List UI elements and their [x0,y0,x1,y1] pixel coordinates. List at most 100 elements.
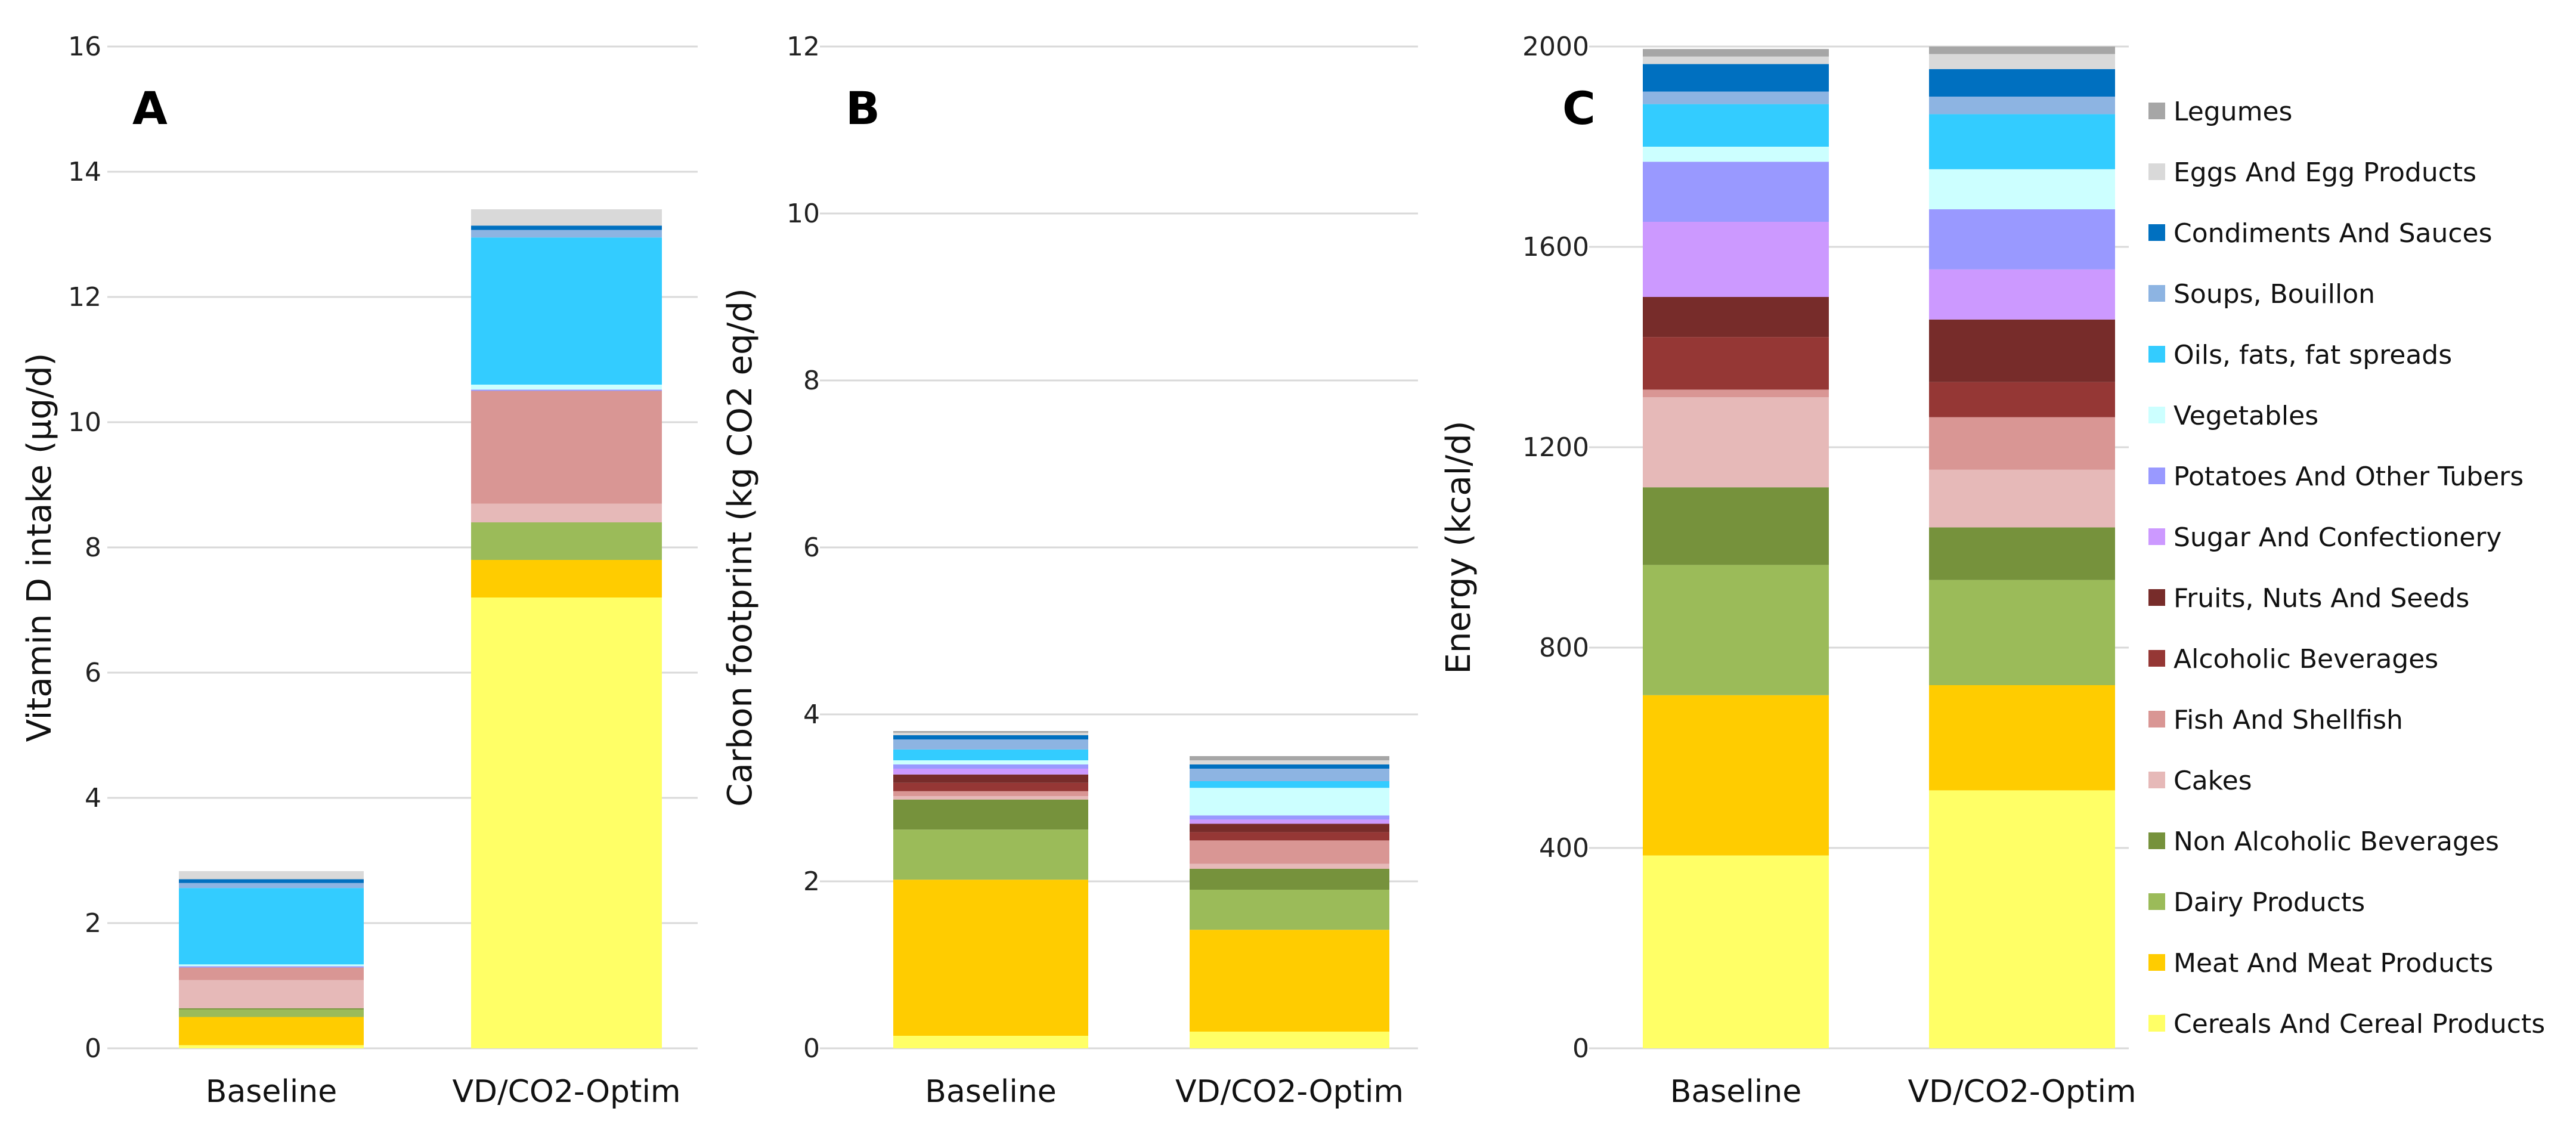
legend-swatch [2148,650,2165,667]
bar-segment-vegetables [471,385,662,390]
legend-label: Dairy Products [2174,887,2365,918]
panel-a: 0 2 4 6 8 10 12 14 16 Vitamin D intake (µg/d) A Bas… [20,32,698,1110]
bar-segment-legumes [893,731,1088,733]
legend-label: Soups, Bouillon [2174,279,2375,309]
bar-segment-cakes [1929,469,2115,528]
x-category-label: Baseline [925,1074,1056,1110]
bar-segment-oils-fats-fat-spreads [1929,114,2115,169]
bar-segment-meat-and-meat-products [1190,930,1389,1032]
bar-segment-soups-bouillon [179,883,364,888]
legend-item-potatoes-and-other-tubers: Potatoes And Other Tubers [2148,462,2524,492]
legend-item-sugar-and-confectionery: Sugar And Confectionery [2148,522,2501,553]
bar-segment-eggs-and-egg-products [1190,760,1389,764]
x-category-label: VD/CO2-Optim [1908,1074,2136,1110]
bar-segment-fruits-nuts-and-seeds [1929,319,2115,382]
y-tick-label: 400 [1539,833,1589,863]
bar-segment-eggs-and-egg-products [1929,54,2115,69]
legend-item-dairy-products: Dairy Products [2148,887,2365,918]
bar-segment-soups-bouillon [893,739,1088,750]
bar-segment-meat-and-meat-products [893,880,1088,1036]
bar-segment-non-alcoholic-beverages [1190,869,1389,890]
bar-segment-fish-and-shellfish [1643,389,1829,397]
panel-c: 0 400 800 1200 1600 2000 Energy (kcal/d) C Basel… [1439,32,2137,1110]
legend-label: Meat And Meat Products [2174,948,2493,979]
bar-segment-cereals-and-cereal-products [1190,1032,1389,1048]
bar-segment-condiments-and-sauces [1643,64,1829,92]
panels: 0 2 4 6 8 10 12 14 16 Vitamin D intake (µg/d) A Bas… [20,32,2137,1110]
bar-segment-fish-and-shellfish [1190,840,1389,864]
bar-segment-dairy-products [1929,580,2115,685]
bar-segment-sugar-and-confectionery [1929,269,2115,320]
bar-segment-eggs-and-egg-products [1643,56,1829,64]
bar-segment-cakes [1190,863,1389,869]
bar-segment-cereals-and-cereal-products [1643,855,1829,1048]
bar-segment-condiments-and-sauces [471,225,662,230]
bar-segment-cakes [893,796,1088,800]
legend-item-oils-fats-fat-spreads: Oils, fats, fat spreads [2148,340,2452,370]
y-tick-label: 8 [803,366,820,396]
legend-item-soups-bouillon: Soups, Bouillon [2148,279,2375,309]
legend-swatch [2148,528,2165,545]
legend-label: Cereals And Cereal Products [2174,1009,2545,1039]
legend-item-condiments-and-sauces: Condiments And Sauces [2148,218,2493,249]
y-tick-label: 6 [85,658,101,688]
bar-segment-dairy-products [1190,890,1389,930]
legend-label: Non Alcoholic Beverages [2174,826,2499,857]
legend-label: Condiments And Sauces [2174,218,2493,249]
y-tick-label: 2 [85,908,101,939]
legend-label: Eggs And Egg Products [2174,157,2476,188]
legend-item-non-alcoholic-beverages: Non Alcoholic Beverages [2148,826,2499,857]
x-category-label: Baseline [206,1074,337,1110]
bar-segment-eggs-and-egg-products [893,732,1088,735]
legend-item-cereals-and-cereal-products: Cereals And Cereal Products [2148,1009,2545,1039]
panel-b: 0 2 4 6 8 10 12 Carbon footprint (kg CO2 eq/d) B… [721,32,1418,1110]
legend-swatch [2148,163,2165,180]
bar-segment-alcoholic-beverages [893,782,1088,791]
legend-swatch [2148,954,2165,971]
y-tick-label: 2000 [1522,32,1589,62]
legend-swatch [2148,589,2165,606]
y-tick-label: 12 [68,282,101,312]
bar-segment-oils-fats-fat-spreads [179,888,364,965]
bar-segment-non-alcoholic-beverages [893,799,1088,830]
y-tick-label: 1200 [1522,432,1589,463]
bar-segment-meat-and-meat-products [179,1017,364,1045]
bar-segment-cakes [1643,397,1829,488]
legend-label: Vegetables [2174,401,2318,431]
bar-segment-soups-bouillon [1929,97,2115,114]
bar-segment-oils-fats-fat-spreads [1190,781,1389,788]
y-tick-label: 4 [85,783,101,813]
bar-segment-sugar-and-confectionery [893,769,1088,775]
legend-item-eggs-and-egg-products: Eggs And Egg Products [2148,157,2476,188]
y-tick-label: 1600 [1522,232,1589,262]
bar-segment-meat-and-meat-products [1643,695,1829,856]
legend-swatch [2148,285,2165,302]
legend-swatch [2148,772,2165,788]
bar-segment-fish-and-shellfish [1929,417,2115,470]
bar-segment-oils-fats-fat-spreads [1643,104,1829,147]
bar-segment-vegetables [893,760,1088,764]
y-tick-label: 10 [68,407,101,438]
bar-segment-meat-and-meat-products [1929,685,2115,791]
y-tick-label: 12 [787,32,820,62]
bar-segment-sugar-and-confectionery [1190,819,1389,824]
bar-segment-legumes [1190,756,1389,760]
bar-segment-vegetables [1929,169,2115,209]
legend-swatch [2148,407,2165,423]
bar-segment-vegetables [1190,788,1389,816]
y-tick-label: 8 [85,533,101,563]
legend-label: Legumes [2174,97,2292,127]
bar-segment-condiments-and-sauces [893,735,1088,739]
bar-segment-alcoholic-beverages [1190,832,1389,841]
bar-segment-potatoes-and-other-tubers [179,966,364,968]
legend-item-legumes: Legumes [2148,97,2292,127]
bar-segment-potatoes-and-other-tubers [471,389,662,391]
bar-segment-soups-bouillon [1643,91,1829,104]
legend-label: Cakes [2174,766,2252,796]
bar-segment-potatoes-and-other-tubers [1643,162,1829,222]
legend-swatch [2148,224,2165,241]
panel-label: C [1562,82,1596,135]
bar-segment-oils-fats-fat-spreads [893,749,1088,760]
legend-swatch [2148,1015,2165,1032]
